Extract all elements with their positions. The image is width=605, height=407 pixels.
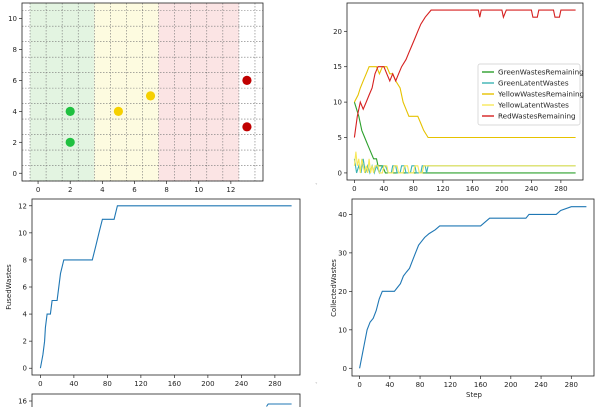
fused-ylabel: FusedWastes [5,264,13,310]
fused-xtick-label: 160 [168,380,181,388]
fused-ytick-label: 8 [23,256,27,264]
collected-xtick-label: 240 [534,381,547,389]
fused-ytick-label: 0 [23,365,27,373]
scatter-ytick-label: 8 [13,46,17,54]
legend-label-1: GreenLatentWastes [498,79,569,88]
collected-xtick-label: 200 [504,381,517,389]
collected-ytick-label: 0 [343,365,347,373]
collected-xtick-label: 80 [416,381,425,389]
fused-ytick-label: 10 [18,229,27,237]
fused-axes-frame [31,198,301,376]
waste-ytick-label: 20 [333,28,342,36]
scatter-zone-2 [158,3,239,181]
lines-axes-frame [346,2,584,181]
fused-xtick-label: 240 [235,380,248,388]
fused-xtick-label: 40 [69,380,78,388]
fused-xtick-label: 120 [134,380,147,388]
scatter-ytick-label: 10 [8,15,17,23]
legend-label-3: YellowLatentWastes [497,101,569,110]
waste-xtick-label: 120 [436,185,449,193]
scatter-ytick-label: 2 [13,139,17,147]
fused-ytick-label: 6 [23,284,28,292]
scatter-point-3 [145,91,156,101]
waste-ytick-label: 10 [333,99,342,107]
fused-xtick-label: 200 [201,380,214,388]
scatter-xtick-label: 12 [226,186,235,194]
waste-series-line-3 [353,151,576,174]
collected-ylabel: CollectedWastes [330,259,338,317]
waste-ytick-label: 15 [333,63,342,71]
scatter-xtick-label: 4 [100,186,105,194]
waste-series-line-4 [353,9,576,138]
collected-panel: 0 40 80 120 160 200 240 280 0 10 20 30 40 CollectedW… [330,198,595,399]
waste-xtick-label: 240 [525,185,538,193]
partial-series-line-0 [266,403,292,407]
fused-ytick-label: 12 [18,202,27,210]
partial-axes-frame [31,393,301,407]
scatter-axes-frame [21,2,264,182]
legend-box [477,63,581,126]
waste-xtick-label: 0 [352,185,356,193]
fused-ytick-label: 4 [23,311,28,319]
partial-panel: 16 [18,393,301,407]
waste-xtick-label: 40 [379,185,388,193]
separator-mark: ˯ [315,176,318,185]
scatter-ytick-label: 0 [13,170,17,178]
collected-axes-frame [351,198,595,377]
scatter-point-5 [242,122,252,132]
scatter-xtick-label: 6 [132,186,137,194]
collected-ytick-label: 20 [338,288,347,296]
waste-ytick-label: 5 [338,134,342,142]
legend-label-0: GreenWastesRemaining [498,68,584,77]
waste-xtick-label: 280 [554,185,567,193]
partial-ytick-label: 16 [18,398,27,406]
legend-label-4: RedWastesRemaining [498,112,576,121]
legend-label-2: YellowWastesRemaining [497,90,584,99]
collected-xtick-label: 40 [385,381,394,389]
waste-xtick-label: 80 [409,185,418,193]
scatter-point-1 [65,137,75,147]
fused-xtick-label: 80 [103,380,112,388]
scatter-xtick-label: 2 [68,186,72,194]
scatter-point-4 [242,75,252,85]
scatter-point-2 [113,106,123,116]
collected-xlabel: Step [466,391,482,399]
waste-lines-panel: 0 40 80 120 160 200 240 280 0 5 10 15 20 GreenWastes… [333,2,584,193]
scatter-xtick-label: 0 [36,186,40,194]
collected-ytick-label: 40 [338,211,347,219]
fused-series-line-0 [39,205,292,369]
collected-xtick-label: 120 [444,381,457,389]
separator-mark: ˯ [315,375,318,384]
collected-xtick-label: 0 [357,381,361,389]
scatter-xtick-label: 8 [164,186,168,194]
scatter-panel: 0 2 4 6 8 10 12 0 2 4 6 8 10 [8,2,264,194]
waste-xtick-label: 160 [466,185,479,193]
scatter-xtick-label: 10 [194,186,203,194]
collected-xtick-label: 280 [565,381,578,389]
fused-xtick-label: 280 [268,380,281,388]
fused-ytick-label: 2 [23,338,27,346]
fused-xtick-label: 0 [38,380,42,388]
scatter-ytick-label: 4 [13,108,18,116]
waste-series-line-2 [353,66,576,139]
collected-series-line-0 [359,206,587,369]
fused-panel: 0 40 80 120 160 200 240 280 0 2 4 6 8 10 12 FusedWaste… [5,198,301,388]
collected-ytick-label: 10 [338,326,347,334]
collected-xtick-label: 160 [474,381,487,389]
scatter-ytick-label: 6 [13,77,18,85]
collected-ytick-label: 30 [338,249,347,257]
waste-xtick-label: 200 [495,185,508,193]
waste-ytick-label: 0 [338,169,342,177]
scatter-point-0 [65,106,75,116]
